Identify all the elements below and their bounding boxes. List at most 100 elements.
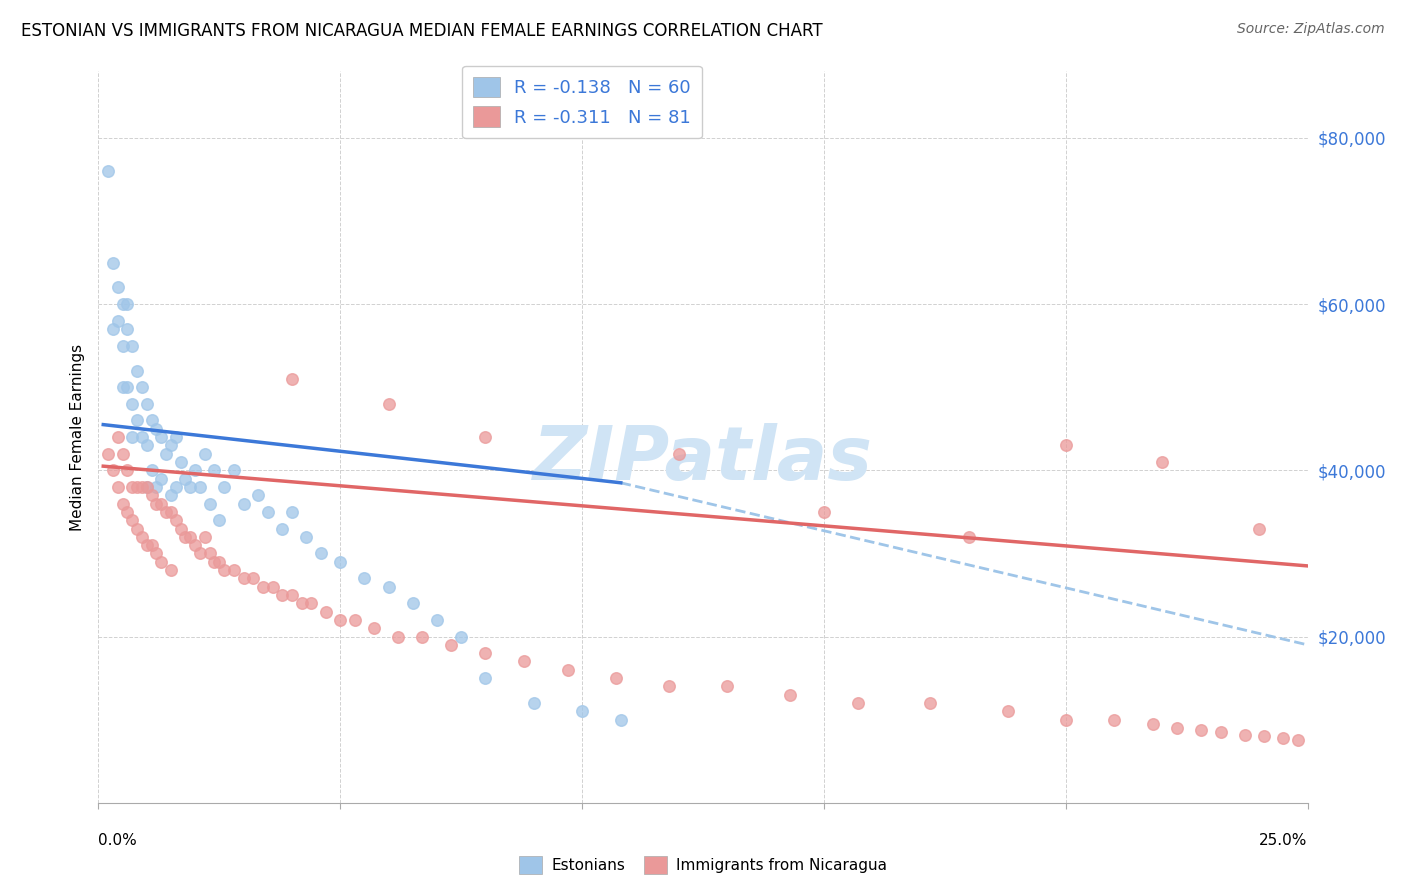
Point <box>440 638 463 652</box>
Point <box>281 588 304 602</box>
Point <box>121 338 143 352</box>
Point <box>135 480 157 494</box>
Point <box>198 497 221 511</box>
Point <box>131 430 153 444</box>
Point <box>121 430 143 444</box>
Point <box>107 314 129 328</box>
Point <box>107 280 129 294</box>
Point <box>117 505 139 519</box>
Point <box>315 605 337 619</box>
Point <box>299 596 322 610</box>
Point <box>295 530 318 544</box>
Point <box>141 413 163 427</box>
Text: ZIPatlas: ZIPatlas <box>533 423 873 496</box>
Point <box>242 571 264 585</box>
Point <box>353 571 375 585</box>
Point <box>127 363 149 377</box>
Point <box>208 555 231 569</box>
Point <box>188 546 211 560</box>
Point <box>474 646 496 660</box>
Point <box>174 472 197 486</box>
Point <box>247 488 270 502</box>
Point <box>232 497 254 511</box>
Point <box>111 497 134 511</box>
Point <box>121 480 143 494</box>
Point <box>271 521 294 535</box>
Point <box>1253 729 1275 743</box>
Text: 25.0%: 25.0% <box>1260 833 1308 848</box>
Point <box>121 513 143 527</box>
Point <box>194 447 217 461</box>
Point <box>281 372 304 386</box>
Point <box>165 430 187 444</box>
Point <box>111 447 134 461</box>
Point <box>165 513 187 527</box>
Point <box>387 630 409 644</box>
Point <box>1166 721 1188 735</box>
Point <box>1233 728 1256 742</box>
Point <box>97 447 120 461</box>
Point <box>150 430 173 444</box>
Point <box>101 255 124 269</box>
Point <box>523 696 546 710</box>
Point <box>411 630 433 644</box>
Point <box>343 613 366 627</box>
Point <box>101 463 124 477</box>
Point <box>141 488 163 502</box>
Point <box>204 555 226 569</box>
Point <box>1249 521 1271 535</box>
Point <box>179 480 201 494</box>
Point <box>127 413 149 427</box>
Point <box>135 480 157 494</box>
Point <box>141 538 163 552</box>
Point <box>101 322 124 336</box>
Point <box>145 480 167 494</box>
Point <box>135 438 157 452</box>
Point <box>363 621 385 635</box>
Point <box>957 530 980 544</box>
Point <box>813 505 835 519</box>
Point <box>131 530 153 544</box>
Point <box>658 680 681 694</box>
Point <box>212 480 235 494</box>
Point <box>198 546 221 560</box>
Point <box>145 497 167 511</box>
Point <box>262 580 284 594</box>
Point <box>141 463 163 477</box>
Point <box>160 438 183 452</box>
Point <box>121 397 143 411</box>
Point <box>779 688 801 702</box>
Point <box>111 380 134 394</box>
Point <box>1142 716 1164 731</box>
Point <box>329 555 352 569</box>
Point <box>1286 733 1309 747</box>
Text: 0.0%: 0.0% <box>98 833 138 848</box>
Point <box>557 663 579 677</box>
Point <box>107 430 129 444</box>
Point <box>1152 455 1174 469</box>
Point <box>290 596 312 610</box>
Point <box>377 580 399 594</box>
Point <box>222 463 245 477</box>
Point <box>174 530 197 544</box>
Point <box>188 480 211 494</box>
Point <box>184 538 207 552</box>
Point <box>117 463 139 477</box>
Point <box>256 505 278 519</box>
Point <box>97 164 120 178</box>
Point <box>135 538 157 552</box>
Point <box>668 447 690 461</box>
Point <box>169 455 191 469</box>
Point <box>155 447 177 461</box>
Point <box>160 488 183 502</box>
Point <box>165 480 187 494</box>
Point <box>208 513 231 527</box>
Point <box>329 613 352 627</box>
Point <box>111 297 134 311</box>
Point <box>252 580 274 594</box>
Point <box>474 671 496 685</box>
Point <box>127 521 149 535</box>
Point <box>450 630 472 644</box>
Point <box>117 322 139 336</box>
Point <box>271 588 294 602</box>
